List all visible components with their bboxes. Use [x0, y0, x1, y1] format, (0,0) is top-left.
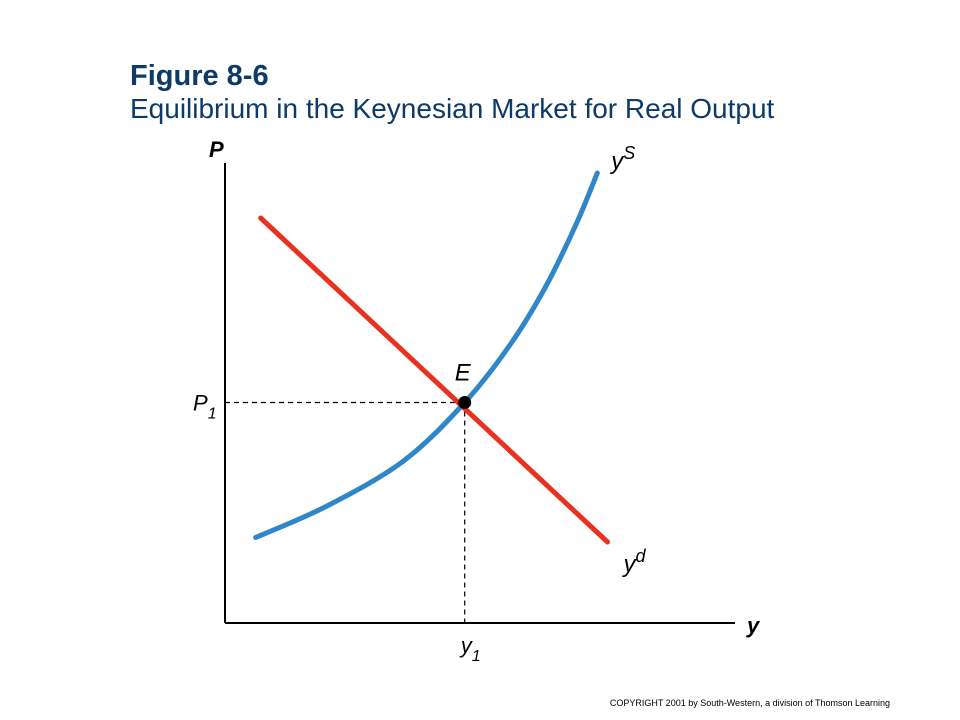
- equilibrium-price-label: P1: [193, 391, 217, 423]
- copyright-notice: COPYRIGHT 2001 by South-Western, a divis…: [609, 698, 890, 708]
- x-axis-label: y: [746, 613, 761, 638]
- curve-yd: [258, 215, 610, 545]
- y-axis-label: P: [209, 137, 224, 162]
- curve-label-ys: yS: [609, 143, 635, 175]
- equilibrium-label: E: [455, 360, 472, 387]
- curve-label-yd: yd: [622, 546, 647, 578]
- figure-title: Equilibrium in the Keynesian Market for …: [130, 93, 775, 125]
- equilibrium-output-label: y1: [459, 633, 481, 665]
- curve-ys: [253, 170, 600, 540]
- figure-number: Figure 8-6: [130, 60, 269, 92]
- equilibrium-point: [458, 396, 472, 409]
- figure-title-block: Figure 8-6 Equilibrium in the Keynesian …: [130, 60, 774, 126]
